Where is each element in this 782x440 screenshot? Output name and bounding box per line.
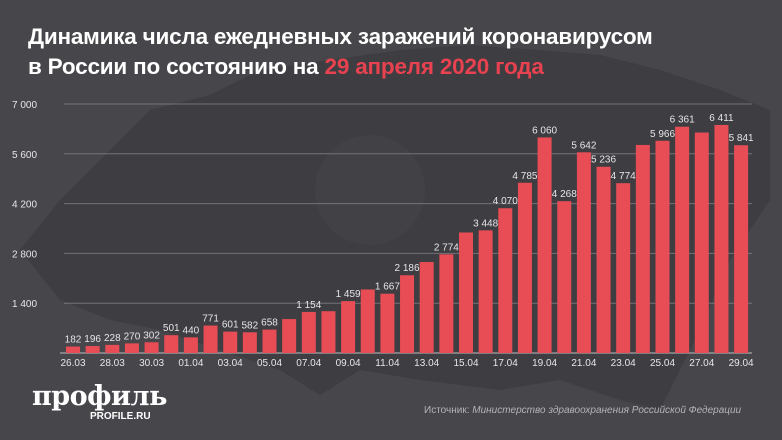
x-tick-label: 09.04 bbox=[336, 358, 361, 369]
data-label: 5 236 bbox=[591, 155, 616, 166]
bar-14.04 bbox=[439, 254, 454, 353]
bar-27.04 bbox=[694, 132, 709, 353]
bar-30.03 bbox=[144, 342, 159, 353]
data-label: 601 bbox=[222, 320, 239, 331]
x-tick-label: 25.04 bbox=[650, 358, 675, 369]
x-tick-label: 19.04 bbox=[532, 358, 557, 369]
bar-10.04 bbox=[360, 289, 375, 353]
bar-03.04 bbox=[223, 331, 238, 353]
x-tick-label: 28.03 bbox=[100, 358, 125, 369]
bar-16.04 bbox=[478, 230, 493, 353]
title-prefix: в России по состоянию на bbox=[28, 54, 325, 79]
title-line-2: в России по состоянию на 29 апреля 2020 … bbox=[28, 52, 653, 82]
data-label: 270 bbox=[124, 331, 141, 342]
source-prefix: Источник: bbox=[424, 405, 473, 416]
data-label: 4 774 bbox=[611, 171, 636, 182]
bar-27.03 bbox=[85, 346, 100, 353]
data-label: 4 268 bbox=[552, 189, 577, 200]
x-tick-label: 03.04 bbox=[218, 358, 243, 369]
data-label: 4 070 bbox=[493, 196, 518, 207]
bar-20.04 bbox=[557, 201, 572, 353]
bar-18.04 bbox=[517, 182, 532, 353]
data-label: 1 154 bbox=[296, 300, 321, 311]
bar-28.03 bbox=[105, 344, 120, 353]
bar-21.04 bbox=[576, 152, 591, 353]
profile-logo[interactable]: профиль PROFILE.RU bbox=[32, 381, 167, 423]
y-tick-label: 1 400 bbox=[12, 299, 37, 310]
data-label: 3 448 bbox=[473, 218, 498, 229]
data-label: 5 841 bbox=[729, 133, 754, 144]
title-date: 29 апреля 2020 года bbox=[324, 54, 544, 79]
data-label: 771 bbox=[202, 314, 219, 325]
bar-12.04 bbox=[400, 275, 415, 353]
bar-07.04 bbox=[301, 311, 316, 353]
x-tick-label: 21.04 bbox=[571, 358, 596, 369]
y-tick-label: 7 000 bbox=[12, 100, 37, 111]
y-tick-label: 5 600 bbox=[12, 150, 37, 161]
x-tick-label: 01.04 bbox=[178, 358, 203, 369]
data-label: 582 bbox=[242, 320, 259, 331]
bar-13.04 bbox=[419, 262, 434, 353]
bar-09.04 bbox=[341, 301, 356, 353]
bar-15.04 bbox=[459, 232, 473, 353]
x-tick-label: 30.03 bbox=[139, 358, 164, 369]
data-label: 6 060 bbox=[532, 125, 557, 136]
data-label: 228 bbox=[104, 333, 121, 344]
y-tick-label: 2 800 bbox=[12, 249, 37, 260]
bar-06.04 bbox=[282, 319, 297, 353]
x-tick-label: 15.04 bbox=[453, 358, 478, 369]
data-label: 440 bbox=[183, 325, 200, 336]
bar-31.03 bbox=[164, 335, 179, 353]
x-tick-label: 11.04 bbox=[375, 358, 400, 369]
data-label: 302 bbox=[143, 330, 160, 341]
bar-28.04 bbox=[714, 124, 729, 353]
logo-name: профиль bbox=[32, 381, 167, 412]
data-label: 2 186 bbox=[395, 263, 420, 274]
bar-11.04 bbox=[380, 293, 395, 353]
data-label: 501 bbox=[163, 323, 180, 334]
bar-25.04 bbox=[655, 140, 670, 353]
data-label: 182 bbox=[65, 335, 82, 346]
bar-08.04 bbox=[321, 311, 336, 353]
bar-04.04 bbox=[242, 332, 257, 353]
bar-17.04 bbox=[498, 208, 513, 353]
data-label: 658 bbox=[261, 318, 278, 329]
x-tick-label: 13.04 bbox=[414, 358, 439, 369]
x-tick-label: 23.04 bbox=[611, 358, 636, 369]
x-tick-label: 26.03 bbox=[60, 358, 85, 369]
bar-05.04 bbox=[262, 329, 277, 353]
bar-01.04 bbox=[183, 337, 198, 353]
x-tick-label: 27.04 bbox=[689, 358, 714, 369]
title-line-1: Динамика числа ежедневных заражений коро… bbox=[28, 24, 653, 49]
x-tick-label: 07.04 bbox=[296, 358, 321, 369]
data-label: 4 785 bbox=[512, 171, 537, 182]
data-label: 2 774 bbox=[434, 242, 459, 253]
chart-title: Динамика числа ежедневных заражений коро… bbox=[28, 22, 653, 82]
x-tick-label: 05.04 bbox=[257, 358, 282, 369]
bar-29.04 bbox=[734, 145, 749, 353]
bar-26.03 bbox=[66, 346, 80, 353]
data-label: 196 bbox=[84, 334, 101, 345]
x-tick-label: 17.04 bbox=[493, 358, 518, 369]
data-label: 1 667 bbox=[375, 282, 400, 293]
bar-22.04 bbox=[596, 166, 611, 353]
bar-23.04 bbox=[616, 183, 631, 353]
bar-29.03 bbox=[124, 343, 139, 353]
data-label: 1 459 bbox=[336, 289, 361, 300]
bar-26.04 bbox=[675, 126, 690, 354]
data-label: 5 642 bbox=[571, 140, 596, 151]
y-tick-label: 4 200 bbox=[12, 200, 37, 211]
data-label: 6 361 bbox=[670, 115, 695, 126]
logo-site: PROFILE.RU bbox=[90, 411, 151, 422]
data-label: 6 411 bbox=[709, 113, 734, 124]
bar-19.04 bbox=[537, 137, 552, 353]
source-text: Министерство здравоохранения Российской … bbox=[472, 405, 742, 416]
bar-02.04 bbox=[203, 325, 218, 353]
bar-24.04 bbox=[635, 144, 650, 353]
source-note: Источник: Министерство здравоохранения Р… bbox=[424, 405, 741, 416]
data-label: 5 966 bbox=[650, 129, 675, 140]
x-tick-label: 29.04 bbox=[729, 358, 754, 369]
